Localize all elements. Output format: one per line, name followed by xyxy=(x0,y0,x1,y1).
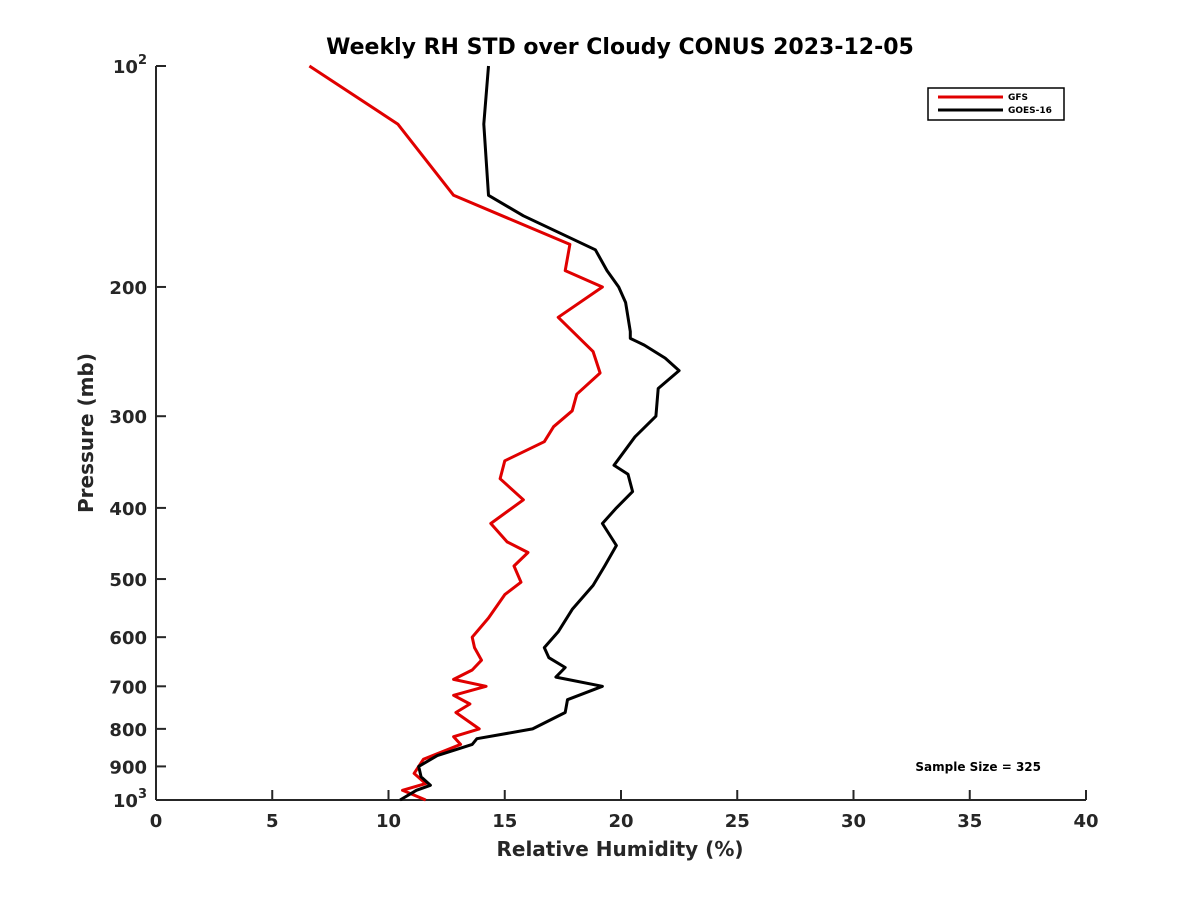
x-tick-label: 30 xyxy=(841,811,866,832)
y-tick-label: 300 xyxy=(109,407,147,428)
axes: 0 5 10 15 20 25 30 35 40 102 200 300 400 500 600 700 800… xyxy=(109,53,1098,832)
legend: GFS GOES-16 xyxy=(927,87,1065,121)
legend-box xyxy=(927,87,1065,121)
x-tick-label: 20 xyxy=(608,811,633,832)
x-tick-label: 40 xyxy=(1073,811,1098,832)
y-tick-label: 500 xyxy=(109,570,147,591)
sample-size-annotation: Sample Size = 325 xyxy=(915,760,1041,774)
series-line-goes-16 xyxy=(399,65,681,802)
x-tick-label: 25 xyxy=(725,811,750,832)
y-tick-label: 700 xyxy=(109,677,147,698)
y-tick-label: 800 xyxy=(109,720,147,741)
x-axis-title: Relative Humidity (%) xyxy=(496,837,743,861)
y-axis-title: Pressure (mb) xyxy=(74,353,98,513)
y-tick-label: 400 xyxy=(109,499,147,520)
y-tick-label: 600 xyxy=(109,628,147,649)
legend-label: GOES-16 xyxy=(1008,106,1052,116)
y-tick-label: 102 xyxy=(113,53,147,78)
y-tick-label: 200 xyxy=(109,278,147,299)
x-tick-label: 35 xyxy=(957,811,982,832)
y-tick-label: 103 xyxy=(113,787,147,812)
chart-title: Weekly RH STD over Cloudy CONUS 2023-12-… xyxy=(326,35,914,60)
x-tick-label: 15 xyxy=(492,811,517,832)
x-tick-label: 10 xyxy=(376,811,401,832)
series-line-gfs xyxy=(308,64,604,802)
x-tick-label: 5 xyxy=(266,811,279,832)
legend-label: GFS xyxy=(1008,93,1028,103)
y-tick-label: 900 xyxy=(109,757,147,778)
x-tick-label: 0 xyxy=(150,811,163,832)
series-layer xyxy=(308,64,681,802)
